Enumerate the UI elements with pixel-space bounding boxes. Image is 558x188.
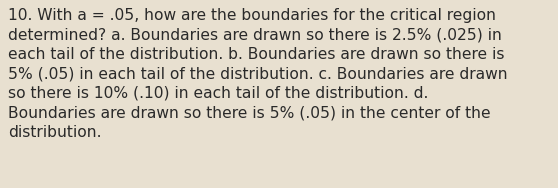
Text: 10. With a = .05, how are the boundaries for the critical region
determined? a. : 10. With a = .05, how are the boundaries… xyxy=(8,8,508,140)
